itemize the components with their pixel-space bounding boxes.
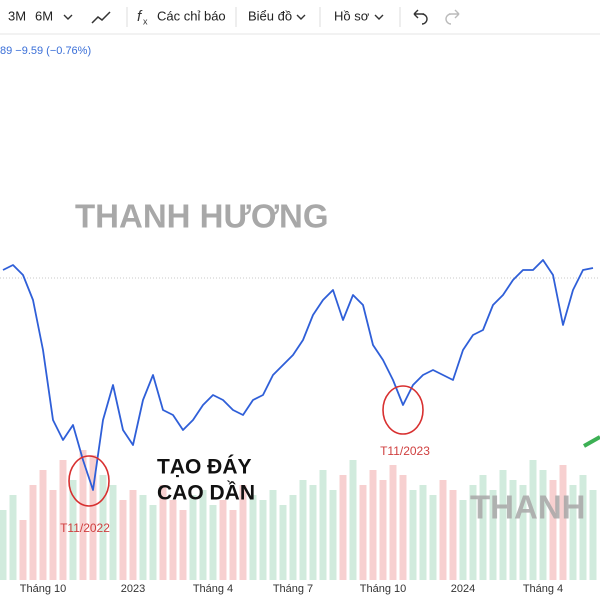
volume-bar	[129, 490, 137, 580]
volume-bar	[259, 500, 267, 580]
volume-bar	[579, 475, 587, 580]
annotation: T11/2023	[380, 444, 430, 458]
volume-bar	[469, 485, 477, 580]
indicators[interactable]: Các chỉ báo	[157, 8, 226, 23]
watermark: THANH	[470, 489, 585, 526]
volume-bar	[319, 470, 327, 580]
redo[interactable]	[445, 9, 460, 25]
volume-bar	[9, 495, 17, 580]
volume-bar	[379, 480, 387, 580]
watermark: THANH HƯƠNG	[75, 198, 329, 235]
annotation: T11/2022	[60, 521, 110, 535]
volume-bar	[439, 480, 447, 580]
volume-bar	[329, 490, 337, 580]
chevron[interactable]	[296, 14, 306, 20]
volume-bar	[499, 470, 507, 580]
volume-bar	[179, 510, 187, 580]
volume-bar	[99, 475, 107, 580]
arrow	[583, 435, 600, 448]
x-tick-label: Tháng 4	[193, 583, 233, 595]
volume-bar	[409, 490, 417, 580]
fx-icon[interactable]: f	[137, 8, 143, 25]
volume-bar	[489, 490, 497, 580]
volume-bar	[0, 510, 7, 580]
annotation: TẠO ĐÁY	[157, 456, 252, 479]
volume-bar	[229, 510, 237, 580]
price-change: 89 −9.59 (−0.76%)	[0, 45, 91, 57]
volume-bar	[39, 470, 47, 580]
plot	[2, 259, 594, 491]
volume-bar	[519, 485, 527, 580]
volume-bar	[479, 475, 487, 580]
chevron[interactable]	[374, 14, 384, 20]
price-line	[2, 259, 594, 491]
volume-bar	[239, 485, 247, 580]
volume-bar	[549, 480, 557, 580]
volume-bar	[539, 470, 547, 580]
volume-bar	[349, 460, 357, 580]
chevron[interactable]	[63, 14, 73, 20]
fx-icon-sub: x	[143, 16, 148, 26]
volume-bar	[89, 455, 97, 580]
volume-bar	[529, 460, 537, 580]
volume-bar	[49, 490, 57, 580]
highlight-circle	[382, 385, 424, 435]
volume-bar	[79, 450, 87, 580]
volume-bar	[119, 500, 127, 580]
volume-bar	[389, 465, 397, 580]
x-tick-label: Tháng 10	[360, 583, 406, 595]
x-tick-label: 2024	[451, 583, 475, 595]
volume-bar	[189, 495, 197, 580]
volume-bar	[289, 495, 297, 580]
volume-bar	[209, 505, 217, 580]
volume-bar	[449, 490, 457, 580]
volume-bar	[299, 480, 307, 580]
range-6m[interactable]: 6M	[35, 8, 53, 23]
volume-bar	[269, 490, 277, 580]
volume-bar	[419, 485, 427, 580]
volume-bar	[139, 495, 147, 580]
x-tick-label: 2023	[121, 583, 145, 595]
range-3m[interactable]: 3M	[8, 8, 26, 23]
volume-bar	[589, 490, 597, 580]
volume-bar	[109, 485, 117, 580]
x-tick-label: Tháng 4	[523, 583, 563, 595]
volume-bar	[429, 495, 437, 580]
volume-bar	[339, 475, 347, 580]
volume-bar	[159, 485, 167, 580]
volume-bar	[69, 480, 77, 580]
line-icon[interactable]	[91, 11, 111, 24]
volume-bar	[59, 460, 67, 580]
volume-bar	[359, 485, 367, 580]
volume-bar	[279, 505, 287, 580]
volume-bar	[149, 505, 157, 580]
volume-bar	[29, 485, 37, 580]
volume-layer	[0, 450, 597, 580]
undo[interactable]	[413, 9, 428, 25]
highlight-circle	[68, 455, 110, 507]
x-tick-label: Tháng 7	[273, 583, 313, 595]
volume-bar	[249, 495, 257, 580]
volume-bar	[19, 520, 27, 580]
volume-bar	[199, 490, 207, 580]
volume-bar	[459, 500, 467, 580]
profile-menu[interactable]: Hồ sơ	[334, 8, 370, 23]
volume-bar	[559, 465, 567, 580]
volume-bar	[219, 500, 227, 580]
chart-menu[interactable]: Biểu đồ	[248, 8, 292, 23]
annotation: CAO DẦN	[157, 482, 255, 505]
volume-bar	[309, 485, 317, 580]
volume-bar	[399, 475, 407, 580]
volume-bar	[169, 500, 177, 580]
x-tick-label: Tháng 10	[20, 583, 66, 595]
volume-bar	[509, 480, 517, 580]
volume-bar	[569, 485, 577, 580]
volume-bar	[369, 470, 377, 580]
